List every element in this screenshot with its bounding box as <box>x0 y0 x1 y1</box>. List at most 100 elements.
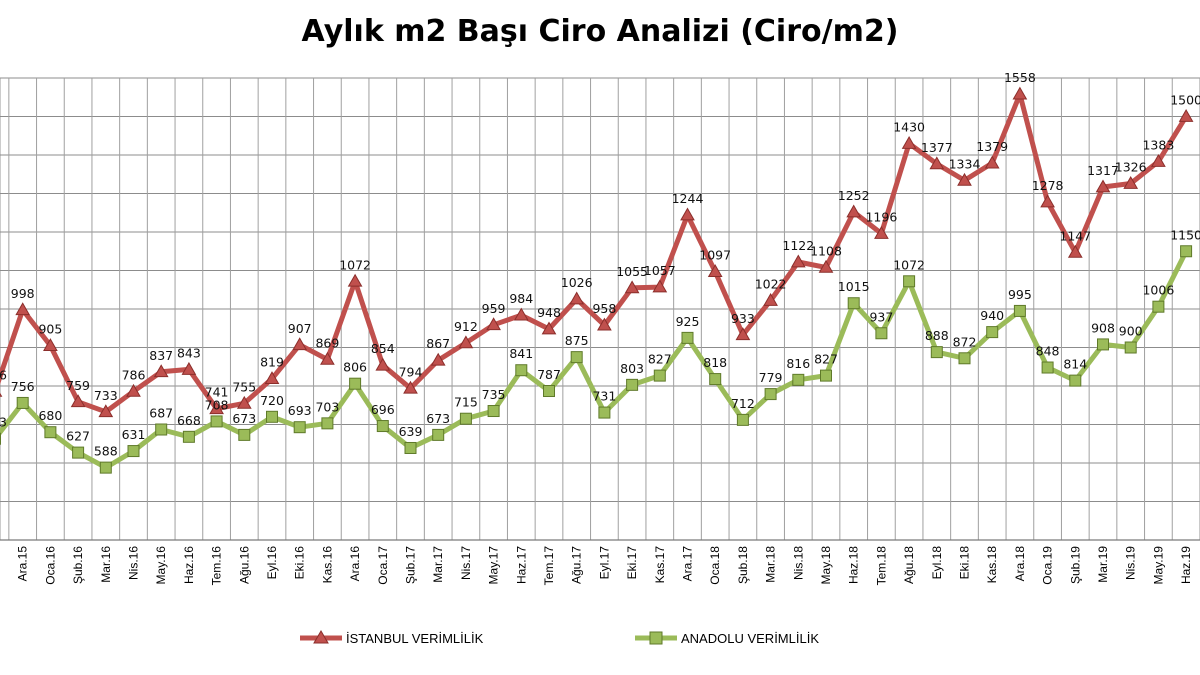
istanbul-data-label: 1147 <box>1059 228 1091 243</box>
anadolu-legend-marker <box>649 631 663 645</box>
x-tick-label: May.17 <box>487 546 501 585</box>
istanbul-point-marker <box>1067 244 1083 258</box>
istanbul-data-label: 948 <box>537 305 561 320</box>
anadolu-point-marker <box>1180 245 1193 258</box>
istanbul-data-label: 1500 <box>1170 93 1200 108</box>
istanbul-point-marker <box>957 172 972 186</box>
anadolu-data-label: 627 <box>66 429 90 444</box>
anadolu-data-label: 696 <box>371 402 395 417</box>
istanbul-point-marker <box>818 259 834 273</box>
istanbul-point-marker <box>292 337 308 351</box>
istanbul-data-label: 1326 <box>1115 159 1147 174</box>
anadolu-point-marker <box>1124 341 1137 354</box>
istanbul-data-label: 912 <box>454 319 478 334</box>
istanbul-point-marker <box>347 273 363 287</box>
x-tick-label: Eyl.17 <box>597 546 611 580</box>
istanbul-data-label: 869 <box>315 335 339 350</box>
anadolu-point-marker <box>515 364 528 377</box>
istanbul-data-label: 1097 <box>699 248 731 263</box>
istanbul-point-marker <box>126 383 141 397</box>
istanbul-point-marker <box>707 264 723 278</box>
x-tick-label: Şub.18 <box>736 546 750 584</box>
istanbul-point-marker <box>98 404 114 418</box>
anadolu-point-marker <box>266 410 278 423</box>
anadolu-data-label: 937 <box>869 309 893 324</box>
anadolu-data-label: 818 <box>703 355 727 370</box>
x-tick-label: Nis.19 <box>1124 546 1138 580</box>
anadolu-data-label: 841 <box>509 346 533 361</box>
istanbul-data-label: 1334 <box>949 156 981 171</box>
anadolu-data-label: 673 <box>232 411 256 426</box>
x-tick-label: Ara.17 <box>681 546 695 582</box>
x-tick-label: Şub.17 <box>404 546 418 584</box>
istanbul-point-marker <box>874 226 889 239</box>
istanbul-point-marker <box>763 293 778 306</box>
istanbul-point-marker <box>403 380 418 394</box>
x-tick-label: Kas.18 <box>985 546 999 584</box>
istanbul-point-marker <box>597 317 612 331</box>
istanbul-data-label: 984 <box>509 291 533 306</box>
x-tick-label: Nis.17 <box>459 546 473 580</box>
anadolu-point-marker <box>653 369 666 382</box>
anadolu-data-label: 731 <box>592 389 616 404</box>
istanbul-data-label: 1430 <box>893 119 925 134</box>
anadolu-point-marker <box>598 406 611 419</box>
istanbul-point-marker <box>1178 108 1194 122</box>
x-tick-label: Tem.16 <box>210 546 224 586</box>
anadolu-point-marker <box>903 275 916 288</box>
anadolu-data-label: 779 <box>759 370 783 385</box>
anadolu-point-marker <box>820 369 832 382</box>
anadolu-point-marker <box>986 326 999 339</box>
x-tick-label: Eki.17 <box>625 546 639 580</box>
anadolu-point-marker <box>736 413 749 426</box>
x-tick-label: Ağu.18 <box>902 546 916 584</box>
anadolu-data-label: 875 <box>565 333 589 348</box>
istanbul-point-marker <box>15 302 31 316</box>
anadolu-point-marker <box>127 445 140 458</box>
anadolu-data-label: 756 <box>11 379 35 394</box>
istanbul-data-label: 854 <box>371 341 395 356</box>
x-tick-label: Haz.19 <box>1179 546 1193 584</box>
istanbul-point-marker <box>153 364 169 378</box>
x-tick-label: Mar.19 <box>1096 546 1110 583</box>
anadolu-legend-label: ANADOLU VERİMLİLİK <box>681 631 819 646</box>
anadolu-data-label: 995 <box>1008 287 1032 302</box>
x-tick-label: Mar.18 <box>764 546 778 583</box>
istanbul-data-label: 741 <box>205 385 229 400</box>
istanbul-data-label: 843 <box>177 345 201 360</box>
legend: İSTANBUL VERİMLİLİK ANADOLU VERİMLİLİK <box>300 630 819 646</box>
anadolu-point-marker <box>958 352 971 365</box>
x-tick-label: Ara.18 <box>1013 546 1027 582</box>
istanbul-point-marker <box>1123 175 1139 189</box>
anadolu-data-label: 720 <box>260 393 284 408</box>
istanbul-data-label: 794 <box>399 364 423 379</box>
x-tick-label: May.18 <box>819 546 833 585</box>
istanbul-data-label: 837 <box>149 348 173 363</box>
anadolu-data-label: 872 <box>953 334 977 349</box>
x-tick-label: Ağu.16 <box>237 546 251 584</box>
istanbul-data-label: 998 <box>11 286 35 301</box>
anadolu-point-marker <box>182 430 195 443</box>
anadolu-point-marker <box>1069 374 1082 387</box>
istanbul-point-marker <box>43 338 58 351</box>
anadolu-point-marker <box>1013 304 1026 317</box>
x-tick-label: Eyl.16 <box>265 546 279 580</box>
istanbul-data-label: 759 <box>66 378 90 393</box>
istanbul-data-label: 1057 <box>644 263 676 278</box>
anadolu-data-label: 1072 <box>893 257 925 272</box>
istanbul-point-marker <box>790 254 806 268</box>
istanbul-data-label: 958 <box>592 301 616 316</box>
anadolu-data-label: 787 <box>537 367 561 382</box>
istanbul-data-label: 1252 <box>838 188 870 203</box>
anadolu-data-label: 673 <box>426 411 450 426</box>
anadolu-data-label: 588 <box>94 444 118 459</box>
x-tick-label: Mar.17 <box>431 546 445 583</box>
anadolu-point-marker <box>792 373 805 386</box>
anadolu-data-label: 827 <box>814 352 838 367</box>
x-tick-label: Kas.17 <box>653 546 667 584</box>
anadolu-point-marker <box>930 346 943 359</box>
istanbul-point-marker <box>984 155 1000 169</box>
istanbul-point-marker <box>735 327 751 341</box>
anadolu-data-label: 1006 <box>1142 283 1174 298</box>
anadolu-data-label: 1015 <box>838 279 870 294</box>
